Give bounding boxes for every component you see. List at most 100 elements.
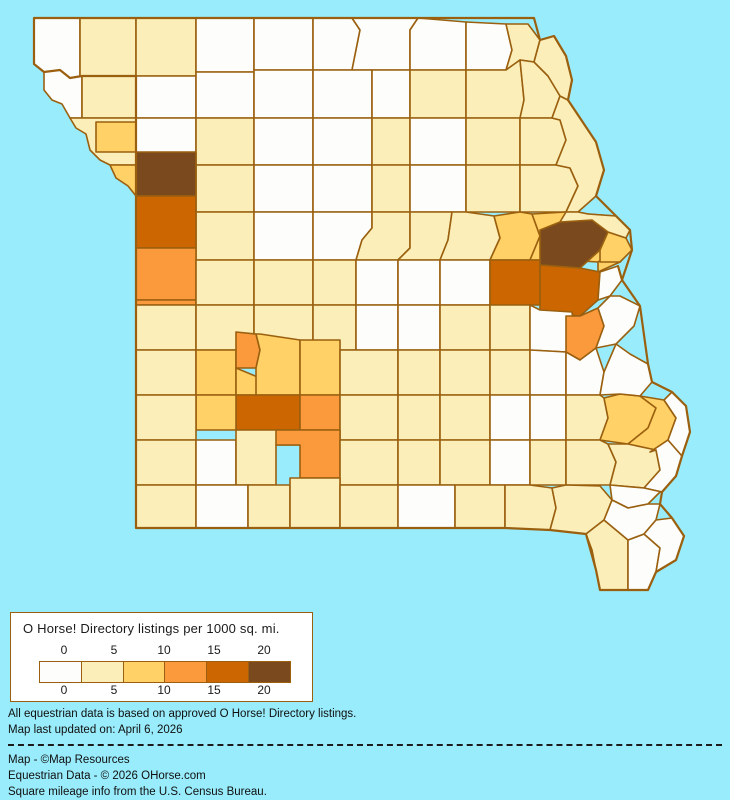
county-high xyxy=(299,394,341,431)
county xyxy=(255,333,301,396)
missouri-choropleth-map xyxy=(32,16,692,592)
county xyxy=(195,394,237,431)
county-high xyxy=(135,151,197,197)
legend-tick: 20 xyxy=(257,643,271,657)
county xyxy=(81,75,137,119)
footer-data-credit: Equestrian Data - © 2026 OHorse.com xyxy=(8,770,206,782)
legend-swatch-5 xyxy=(249,662,290,682)
county xyxy=(409,117,467,166)
county xyxy=(195,484,249,529)
county xyxy=(253,69,314,119)
county-high xyxy=(235,394,301,431)
county-high xyxy=(489,259,541,306)
county xyxy=(529,439,567,486)
county xyxy=(247,484,291,529)
county xyxy=(529,394,567,441)
county xyxy=(253,211,314,261)
county xyxy=(195,349,237,396)
legend-swatch-4 xyxy=(207,662,250,682)
footer-last-updated: Map last updated on: April 6, 2026 xyxy=(8,724,183,736)
footer-data-note: All equestrian data is based on approved… xyxy=(8,708,357,720)
county xyxy=(312,69,373,119)
county xyxy=(289,477,341,529)
county xyxy=(339,349,399,396)
county xyxy=(312,117,373,166)
county-high xyxy=(135,247,197,301)
county xyxy=(195,117,255,166)
county xyxy=(195,17,255,73)
county xyxy=(559,211,631,239)
footer-map-credit: Map - ©Map Resources xyxy=(8,754,130,766)
county xyxy=(439,259,491,306)
county xyxy=(529,349,567,396)
county xyxy=(135,75,197,119)
legend-tick: 5 xyxy=(110,683,118,697)
county xyxy=(312,164,373,213)
county xyxy=(397,259,441,306)
county xyxy=(397,394,441,441)
map-legend: O Horse! Directory listings per 1000 sq.… xyxy=(10,612,313,702)
state-outline xyxy=(32,16,692,592)
county xyxy=(351,17,419,71)
county xyxy=(195,164,255,213)
county xyxy=(299,339,341,396)
county xyxy=(253,17,314,71)
county xyxy=(397,484,456,529)
county xyxy=(504,484,557,531)
county xyxy=(339,394,399,441)
legend-swatch-3 xyxy=(165,662,208,682)
county xyxy=(489,439,531,486)
county xyxy=(439,304,491,351)
legend-ticks-bottom: 0 5 10 15 20 xyxy=(39,683,289,697)
county xyxy=(489,349,531,396)
county xyxy=(253,164,314,213)
legend-color-scale xyxy=(39,661,291,683)
county xyxy=(195,71,255,119)
county xyxy=(465,164,521,213)
county xyxy=(465,117,521,166)
legend-tick: 10 xyxy=(157,643,171,657)
county xyxy=(409,164,467,213)
county xyxy=(371,69,411,119)
county-high xyxy=(135,195,197,249)
county xyxy=(409,17,467,71)
county xyxy=(371,117,411,166)
legend-tick: 20 xyxy=(257,683,271,697)
county xyxy=(397,349,441,396)
county xyxy=(454,484,506,529)
legend-tick: 10 xyxy=(157,683,171,697)
legend-tick: 0 xyxy=(60,643,68,657)
county xyxy=(439,394,491,441)
legend-tick: 5 xyxy=(110,643,118,657)
county xyxy=(135,484,197,529)
legend-tick: 15 xyxy=(207,643,221,657)
legend-ticks-top: 0 5 10 15 20 xyxy=(39,643,289,657)
county xyxy=(135,394,197,441)
county xyxy=(355,259,399,306)
county xyxy=(339,484,399,529)
county xyxy=(439,439,491,486)
county xyxy=(339,439,399,486)
county xyxy=(489,394,531,441)
legend-title: O Horse! Directory listings per 1000 sq.… xyxy=(23,621,280,636)
legend-swatch-1 xyxy=(81,662,124,682)
footer: All equestrian data is based on approved… xyxy=(8,706,722,800)
county xyxy=(135,304,197,351)
county xyxy=(135,17,197,77)
footer-census-credit: Square mileage info from the U.S. Census… xyxy=(8,786,267,798)
county xyxy=(195,439,237,486)
county xyxy=(195,211,255,261)
county xyxy=(439,349,491,396)
county xyxy=(135,439,197,486)
county xyxy=(397,439,441,486)
county xyxy=(253,259,314,306)
county xyxy=(79,17,137,77)
legend-tick: 15 xyxy=(207,683,221,697)
county xyxy=(195,259,255,306)
county xyxy=(489,304,531,351)
county-polygons xyxy=(33,17,691,591)
county xyxy=(465,21,513,71)
footer-divider xyxy=(8,744,722,746)
county xyxy=(135,349,197,396)
county xyxy=(397,304,441,351)
